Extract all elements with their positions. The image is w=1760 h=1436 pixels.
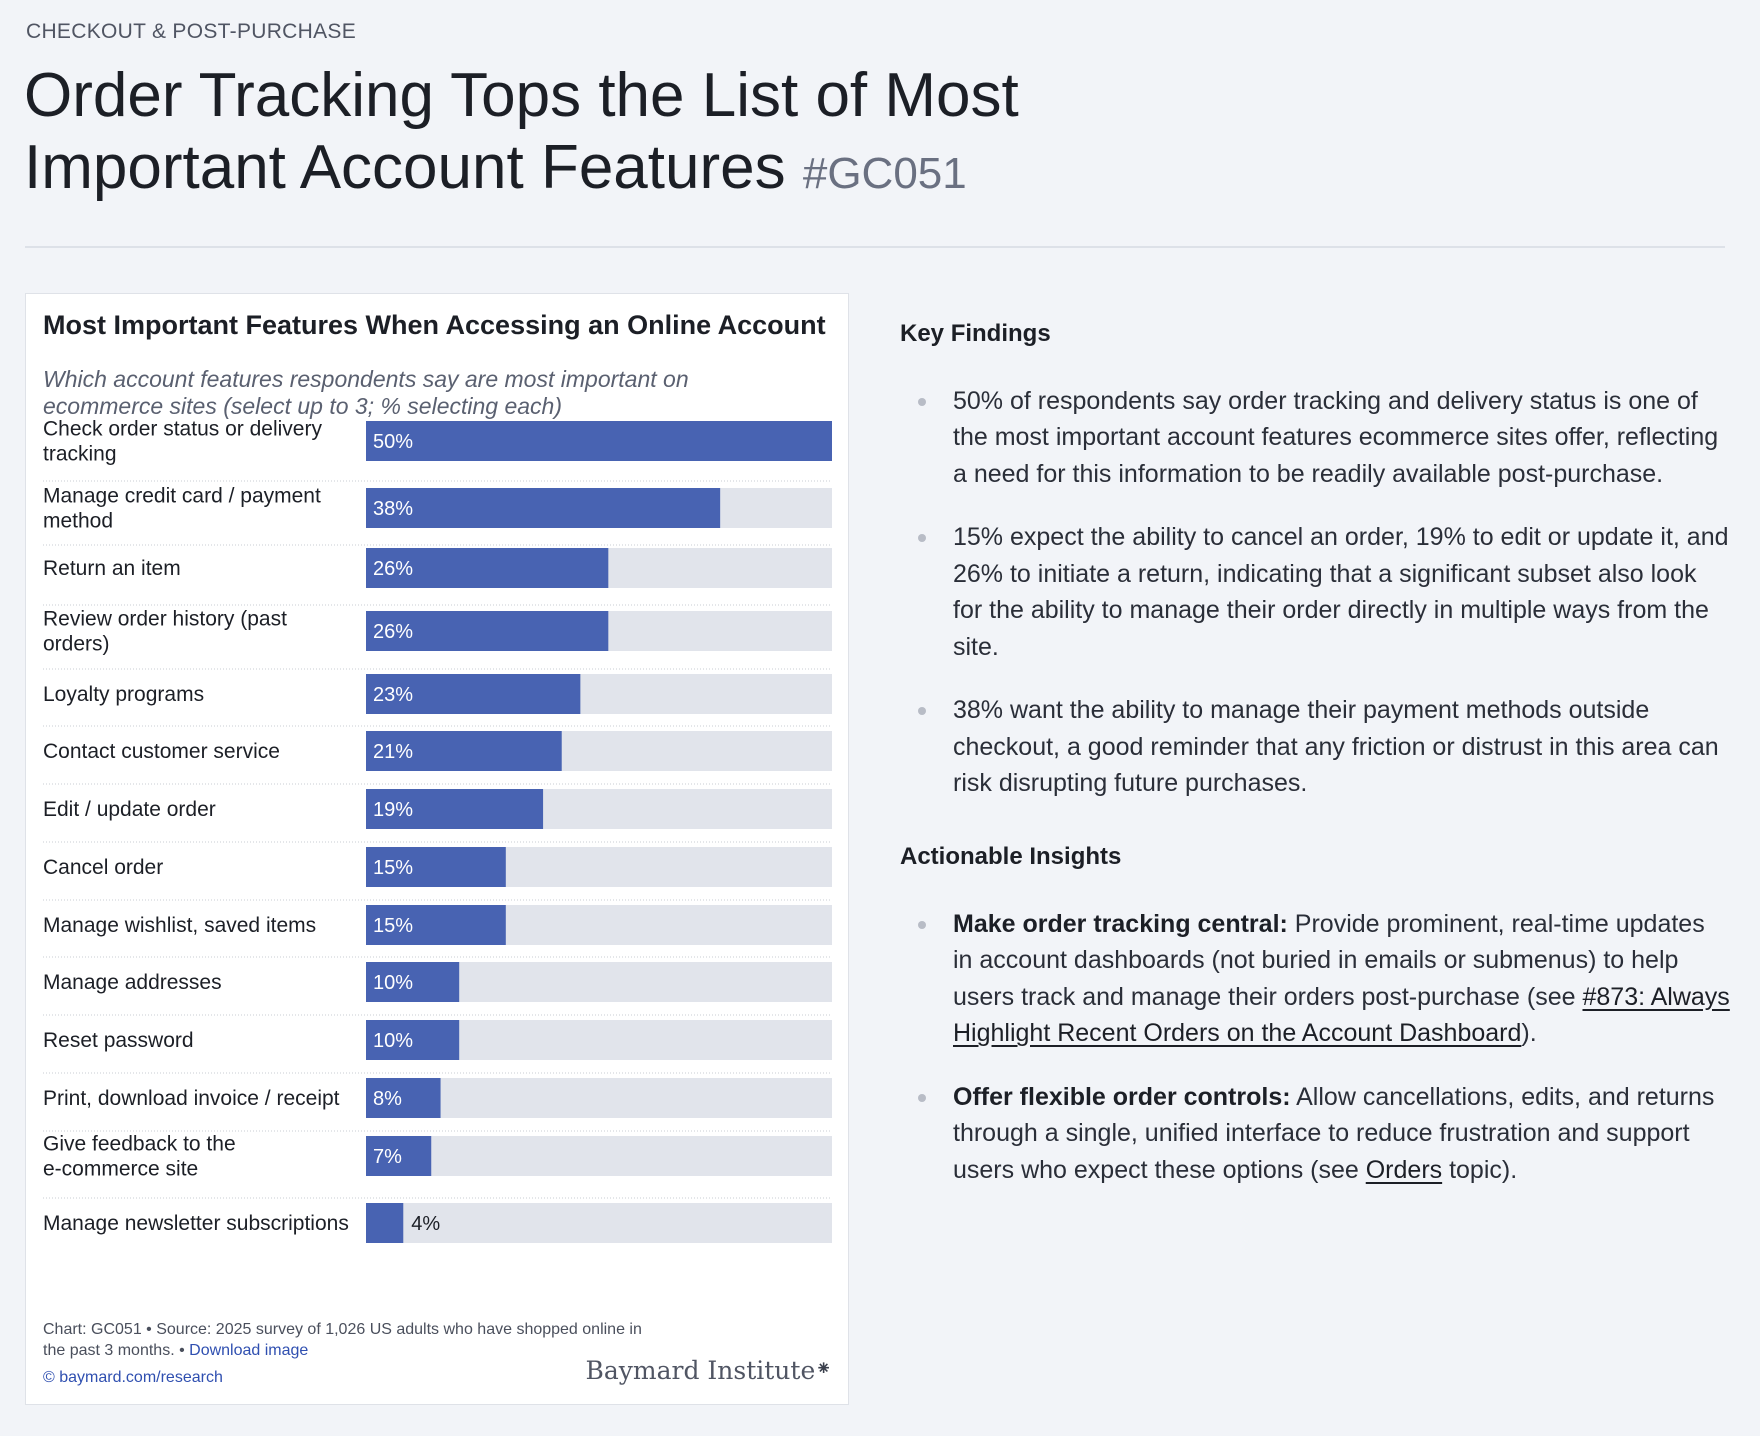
value-label: 7% [373,1146,402,1168]
insight-item: Offer flexible order controls: Allow can… [900,1079,1730,1189]
value-label: 23% [373,684,413,706]
insight-tail: ). [1521,1019,1537,1048]
bar [366,1078,441,1118]
chart-footnote: Chart: GC051 • Source: 2025 survey of 1,… [43,1321,642,1359]
header-divider [25,246,1725,248]
bar-track [366,1078,832,1118]
category-label: Manage wishlist, saved items [43,914,316,937]
value-label: 10% [373,972,413,994]
bar [366,731,562,771]
bar [366,611,609,651]
category-label: Manage addresses [43,971,222,994]
insight-tail: topic). [1442,1155,1518,1184]
value-label: 10% [373,1030,413,1052]
chart-card: 50% Check order status or delivery trackin… [25,293,849,1405]
category-label: Edit / update order [43,798,216,821]
logo-mark-icon: ⁕ [815,1356,832,1380]
guideline-873-link[interactable]: #873: Always Highlight Recent Orders on … [953,982,1730,1048]
insight-item: Make order tracking central: Provide pro… [900,906,1730,1052]
finding-item: 38% want the ability to manage their pay… [900,692,1730,802]
value-label: 15% [373,915,413,937]
value-label: 26% [373,621,413,643]
category-label: Review order history (past orders) [43,608,287,656]
download-image-link[interactable]: Download image [189,1342,309,1359]
bar [366,1203,404,1243]
value-label: 8% [373,1088,402,1110]
actionable-insights-heading: Actionable Insights [900,842,1122,870]
bar [366,1136,432,1176]
category-label: Check order status or delivery tracking [43,418,322,466]
page-title: Order Tracking Tops the List of Most Imp… [24,60,1124,210]
category-label: Manage newsletter subscriptions [43,1212,349,1235]
value-label: 15% [373,857,413,879]
page-title-text: Order Tracking Tops the List of Most Imp… [24,61,1019,202]
category-label: Return an item [43,557,181,580]
research-link[interactable]: © baymard.com/research [43,1369,223,1386]
category-label: Manage credit card / payment method [43,485,321,533]
bar [366,421,832,461]
guideline-code: #GC051 [802,149,967,198]
bar [366,962,460,1002]
section-eyebrow: CHECKOUT & POST-PURCHASE [26,20,357,43]
bar [366,1020,460,1060]
value-label: 26% [373,558,413,580]
bar [366,847,506,887]
insight-text: Provide prominent, real-time updates in … [953,909,1705,1011]
bar [366,548,609,588]
baymard-logo: Baymard Institute⁕ [585,1356,832,1385]
finding-item: 15% expect the ability to cancel an orde… [900,519,1730,665]
bar [366,789,544,829]
category-label: Print, download invoice / receipt [43,1087,340,1110]
value-label: 19% [373,799,413,821]
logo-text: Baymard Institute [585,1356,816,1385]
category-label: Contact customer service [43,740,280,763]
footnote-chart-id: Chart: GC051 [43,1321,142,1338]
value-label: 50% [373,431,413,453]
value-label: 21% [373,741,413,763]
chart-title: Most Important Features When Accessing a… [43,310,826,340]
insights-list: Make order tracking central: Provide pro… [900,906,1730,1189]
orders-topic-link[interactable]: Orders [1365,1155,1443,1184]
value-label: 38% [373,498,413,520]
category-label: Give feedback to the e-commerce site [43,1133,236,1181]
key-findings-section: Key Findings 50% of respondents say orde… [900,300,1730,1188]
category-label: Reset password [43,1029,194,1052]
key-findings-heading: Key Findings [900,319,1051,347]
bar-chart: 50% Check order status or delivery trackin… [43,418,832,1243]
category-label: Cancel order [43,856,163,879]
insight-bold: Offer flexible order controls: [953,1082,1291,1111]
bar [366,488,721,528]
bar-track [366,1203,832,1243]
insight-bold: Make order tracking central: [953,909,1288,938]
value-label: 4% [411,1213,440,1235]
bar [366,674,581,714]
footnote-source: Source: 2025 survey of 1,026 US adults w… [43,1321,642,1359]
key-findings-list: 50% of respondents say order tracking an… [900,383,1730,802]
bar-track [366,1136,832,1176]
chart-subtitle: Which account features respondents say a… [43,366,689,419]
insight-text: Allow cancellations, edits, and returns … [953,1082,1715,1184]
finding-item: 50% of respondents say order tracking an… [900,383,1730,493]
bar [366,905,506,945]
category-label: Loyalty programs [43,683,204,706]
